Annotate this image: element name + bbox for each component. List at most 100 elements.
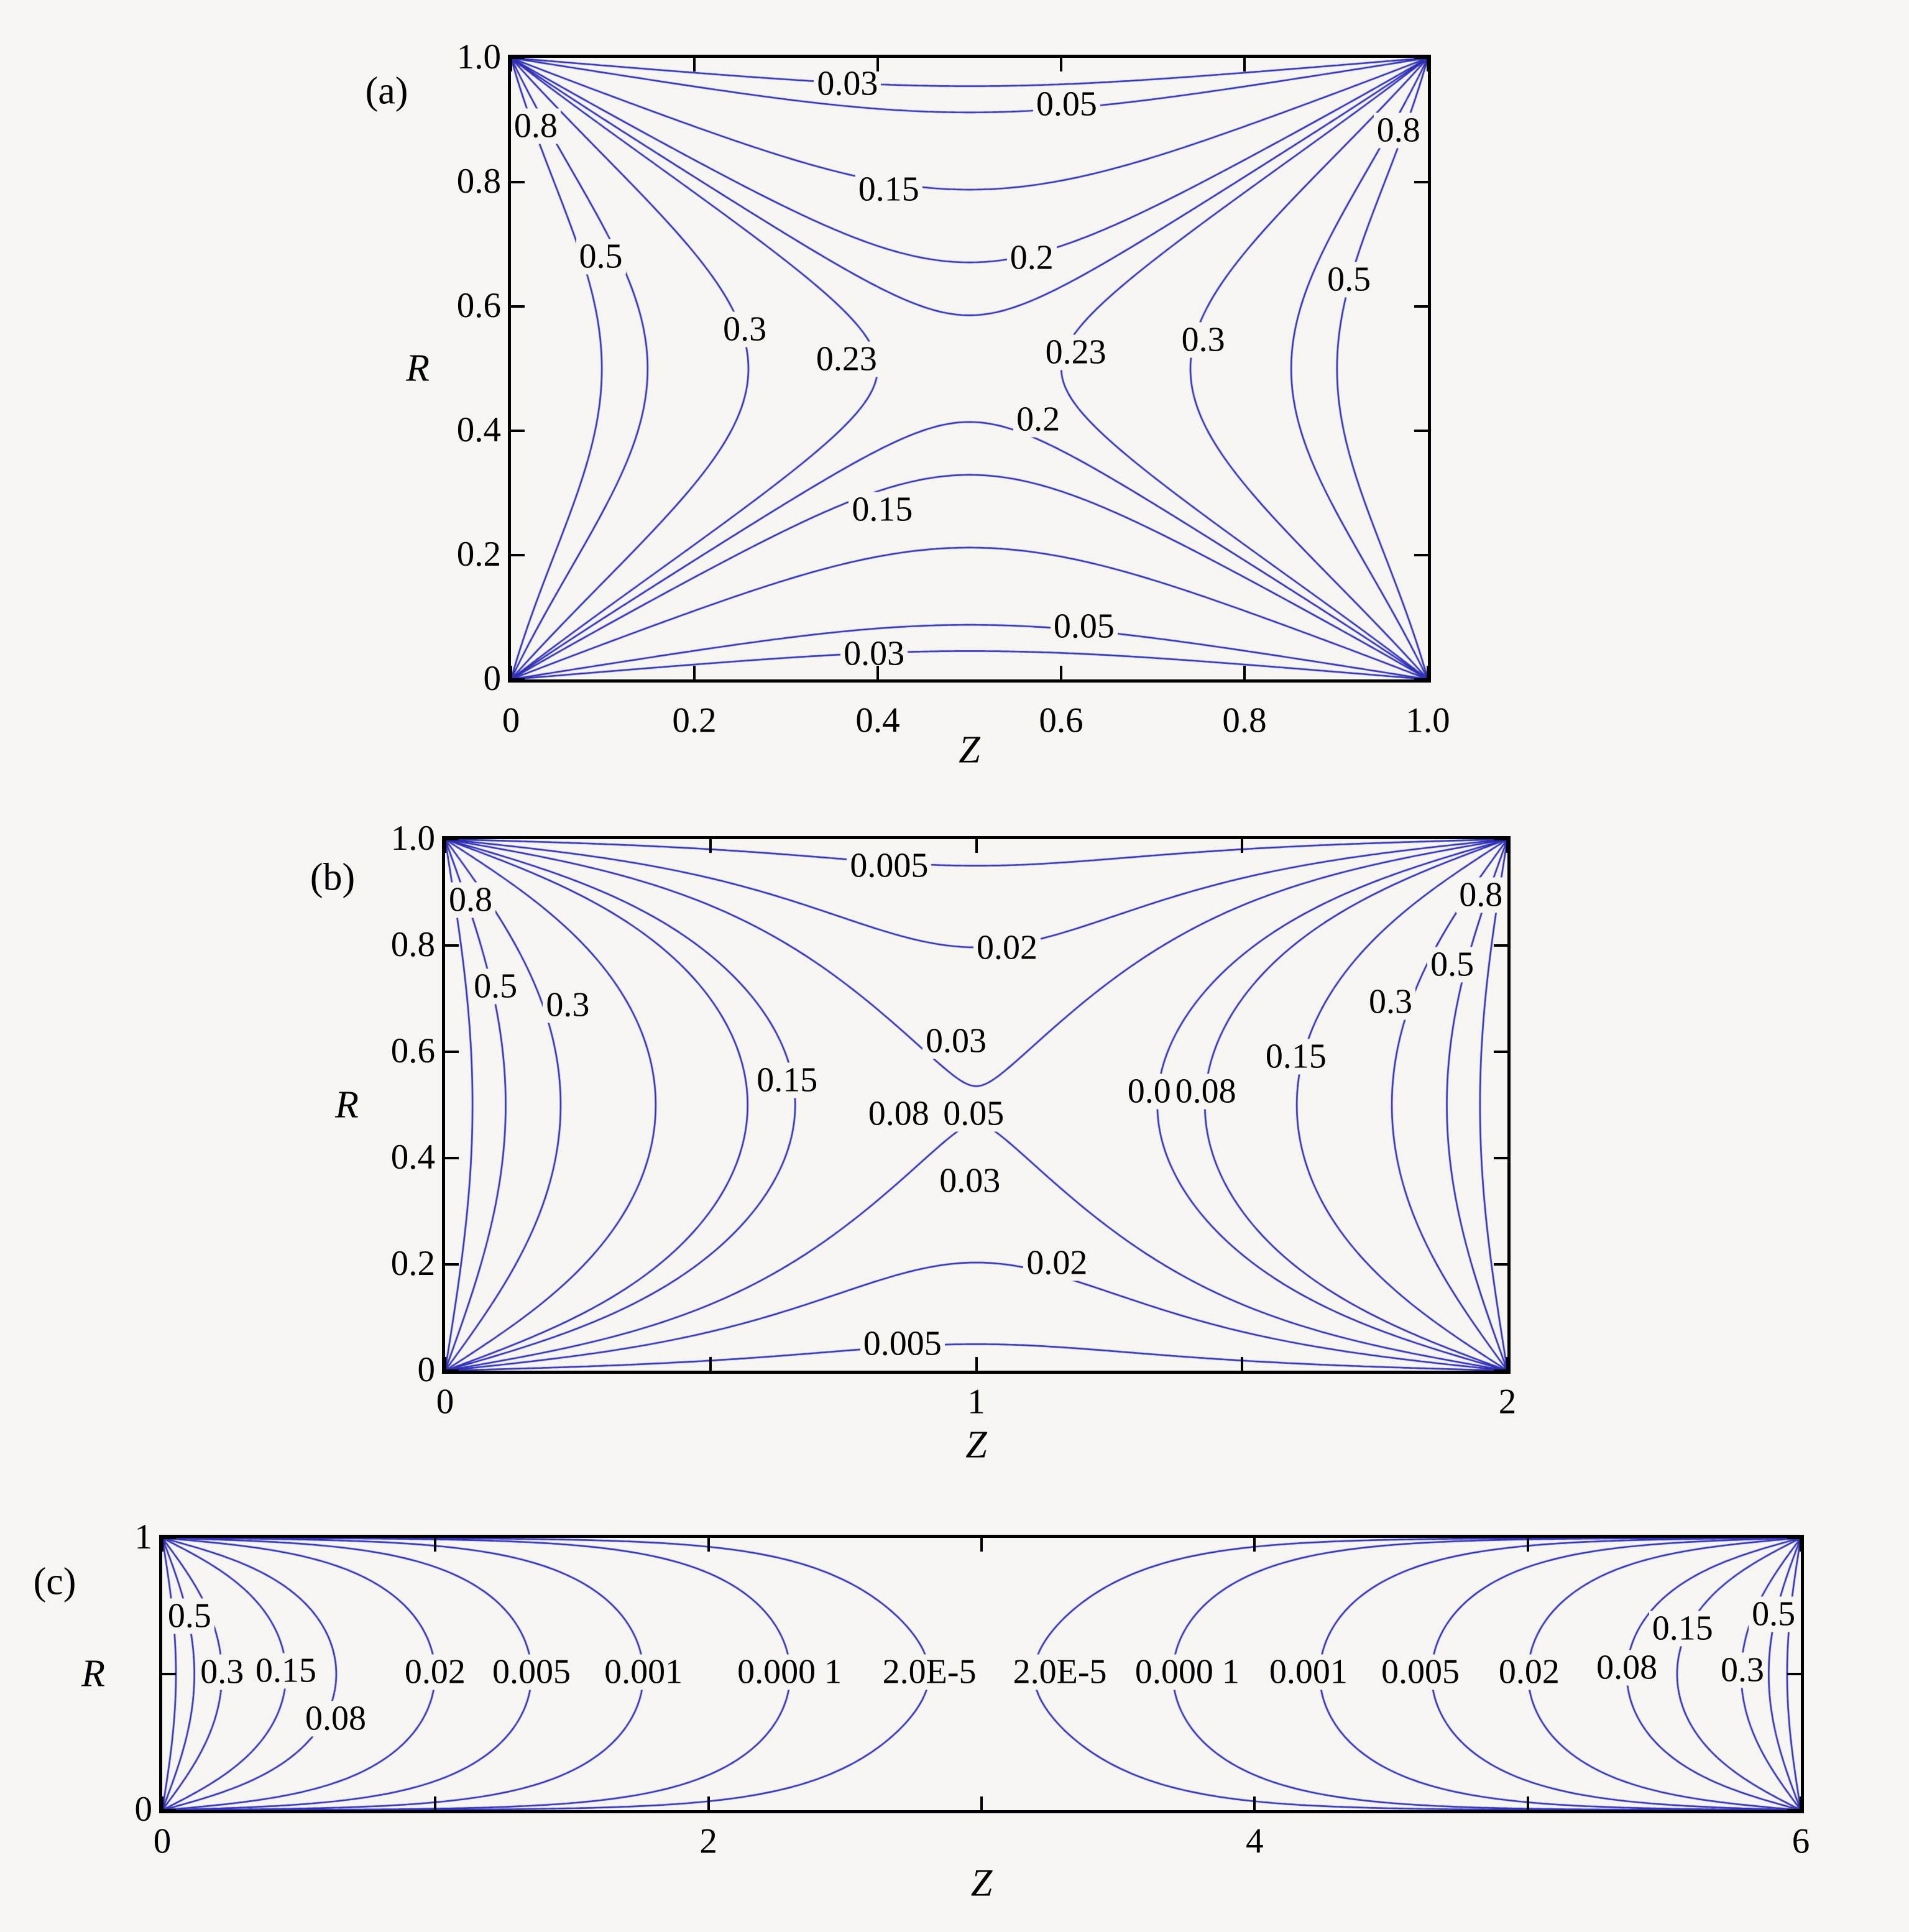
contour-label: 0.5: [164, 1598, 214, 1634]
x-tick-mark: [510, 58, 512, 71]
y-axis-title: R: [81, 1652, 105, 1695]
contour-label: 0.005: [1378, 1654, 1463, 1690]
x-tick-mark: [1800, 1796, 1802, 1810]
y-tick-mark: [162, 1673, 176, 1675]
x-tick-mark: [1506, 839, 1509, 853]
x-tick-mark: [975, 1357, 978, 1371]
contour-label: 0.2: [1013, 402, 1064, 438]
y-tick-mark: [445, 838, 459, 840]
y-tick-mark: [1414, 305, 1428, 308]
x-axis-title: Z: [970, 1862, 993, 1905]
panel-letter-c: (c): [33, 1560, 76, 1603]
contour-label: 0.8: [1373, 113, 1424, 149]
x-tick-mark: [975, 839, 978, 853]
y-tick-mark: [511, 305, 525, 308]
y-tick-mark: [1414, 554, 1428, 556]
y-tick-label: 0.4: [456, 410, 501, 450]
contour-label: 0.3: [197, 1654, 247, 1690]
x-tick-mark: [709, 839, 712, 853]
contour-label: 0.000 1: [1131, 1654, 1243, 1690]
y-tick-label: 0: [483, 659, 502, 699]
x-tick-mark: [1800, 1538, 1802, 1552]
y-tick-mark: [162, 1537, 176, 1539]
y-tick-mark: [1414, 430, 1428, 432]
y-tick-label: 1: [134, 1517, 153, 1557]
y-tick-mark: [445, 1157, 459, 1159]
y-axis-title: R: [335, 1083, 359, 1126]
x-tick-mark: [1253, 1538, 1256, 1552]
x-tick-mark: [1060, 666, 1062, 679]
contour-label: 0.05: [1050, 609, 1118, 645]
contour-label: 0.15: [252, 1653, 320, 1689]
x-tick-label: 1.0: [1405, 701, 1450, 740]
y-axis-title: R: [406, 347, 430, 390]
y-tick-mark: [511, 181, 525, 183]
contour-label: 2.0E-5: [879, 1654, 980, 1690]
y-tick-mark: [1494, 944, 1507, 947]
y-tick-mark: [445, 1369, 459, 1372]
contour-label: 0.001: [601, 1654, 686, 1690]
x-axis-title: Z: [959, 729, 980, 771]
x-tick-mark: [1506, 1357, 1509, 1371]
x-tick-label: 0.8: [1222, 701, 1267, 740]
y-tick-mark: [1494, 1369, 1507, 1372]
x-tick-label: 0: [153, 1821, 172, 1861]
y-tick-label: 1.0: [390, 819, 435, 858]
x-tick-mark: [980, 1538, 983, 1552]
panel-a-plot-area: [508, 55, 1431, 683]
x-tick-label: 0.4: [855, 701, 900, 740]
x-tick-mark: [1427, 58, 1429, 71]
y-tick-label: 0.4: [390, 1138, 435, 1177]
contour-label: 0.02: [973, 930, 1041, 966]
y-tick-mark: [1414, 181, 1428, 183]
x-tick-mark: [1427, 666, 1429, 679]
y-tick-mark: [445, 1263, 459, 1266]
x-tick-mark: [510, 666, 512, 679]
contour-label: 0.3: [1178, 322, 1228, 358]
x-tick-mark: [1240, 1357, 1243, 1371]
x-tick-mark: [693, 666, 696, 679]
contour-label: 0.05: [940, 1096, 1008, 1132]
contour-label: 0.005: [860, 1326, 945, 1362]
y-tick-mark: [511, 678, 525, 681]
panel-letter-a: (a): [365, 70, 408, 113]
contour-label: 0.001: [1266, 1654, 1351, 1690]
x-tick-label: 2: [699, 1821, 717, 1861]
y-tick-mark: [1414, 57, 1428, 59]
contour-label: 0.5: [1324, 262, 1374, 298]
contour-label: 0.3: [1717, 1652, 1767, 1688]
contour-label: 0.5: [1749, 1596, 1799, 1632]
contour-label: 0.03: [840, 636, 908, 672]
contour-label: 0.15: [753, 1062, 821, 1098]
contour-label: 0.02: [1023, 1245, 1091, 1281]
contour-label: 0.08: [1593, 1650, 1661, 1686]
x-tick-mark: [1243, 666, 1246, 679]
contour-label: 0.23: [1042, 334, 1110, 370]
y-tick-mark: [511, 430, 525, 432]
contour-label: 0.03: [814, 66, 881, 102]
x-tick-mark: [161, 1796, 163, 1810]
x-tick-label: 0.2: [672, 701, 717, 740]
y-tick-mark: [511, 554, 525, 556]
y-tick-label: 0.8: [390, 925, 435, 965]
y-tick-mark: [1787, 1537, 1801, 1539]
contour-label: 0.08: [1172, 1074, 1240, 1110]
y-tick-mark: [1494, 1157, 1507, 1159]
x-tick-mark: [980, 1796, 983, 1810]
x-tick-mark: [876, 58, 879, 71]
x-tick-mark: [444, 839, 446, 853]
contour-label: 0.23: [812, 341, 880, 377]
x-tick-label: 4: [1246, 1821, 1264, 1861]
x-tick-mark: [1243, 58, 1246, 71]
y-tick-mark: [445, 944, 459, 947]
x-tick-label: 0.6: [1039, 701, 1083, 740]
x-tick-mark: [709, 1357, 712, 1371]
y-tick-mark: [445, 1051, 459, 1053]
x-tick-mark: [707, 1538, 710, 1552]
contour-label: 0.3: [1366, 983, 1415, 1020]
contour-label: 0.000 1: [734, 1654, 845, 1690]
y-tick-label: 1.0: [456, 37, 501, 77]
x-tick-mark: [1526, 1538, 1529, 1552]
contour-label: 0.5: [471, 968, 521, 1005]
x-tick-label: 6: [1792, 1821, 1810, 1861]
